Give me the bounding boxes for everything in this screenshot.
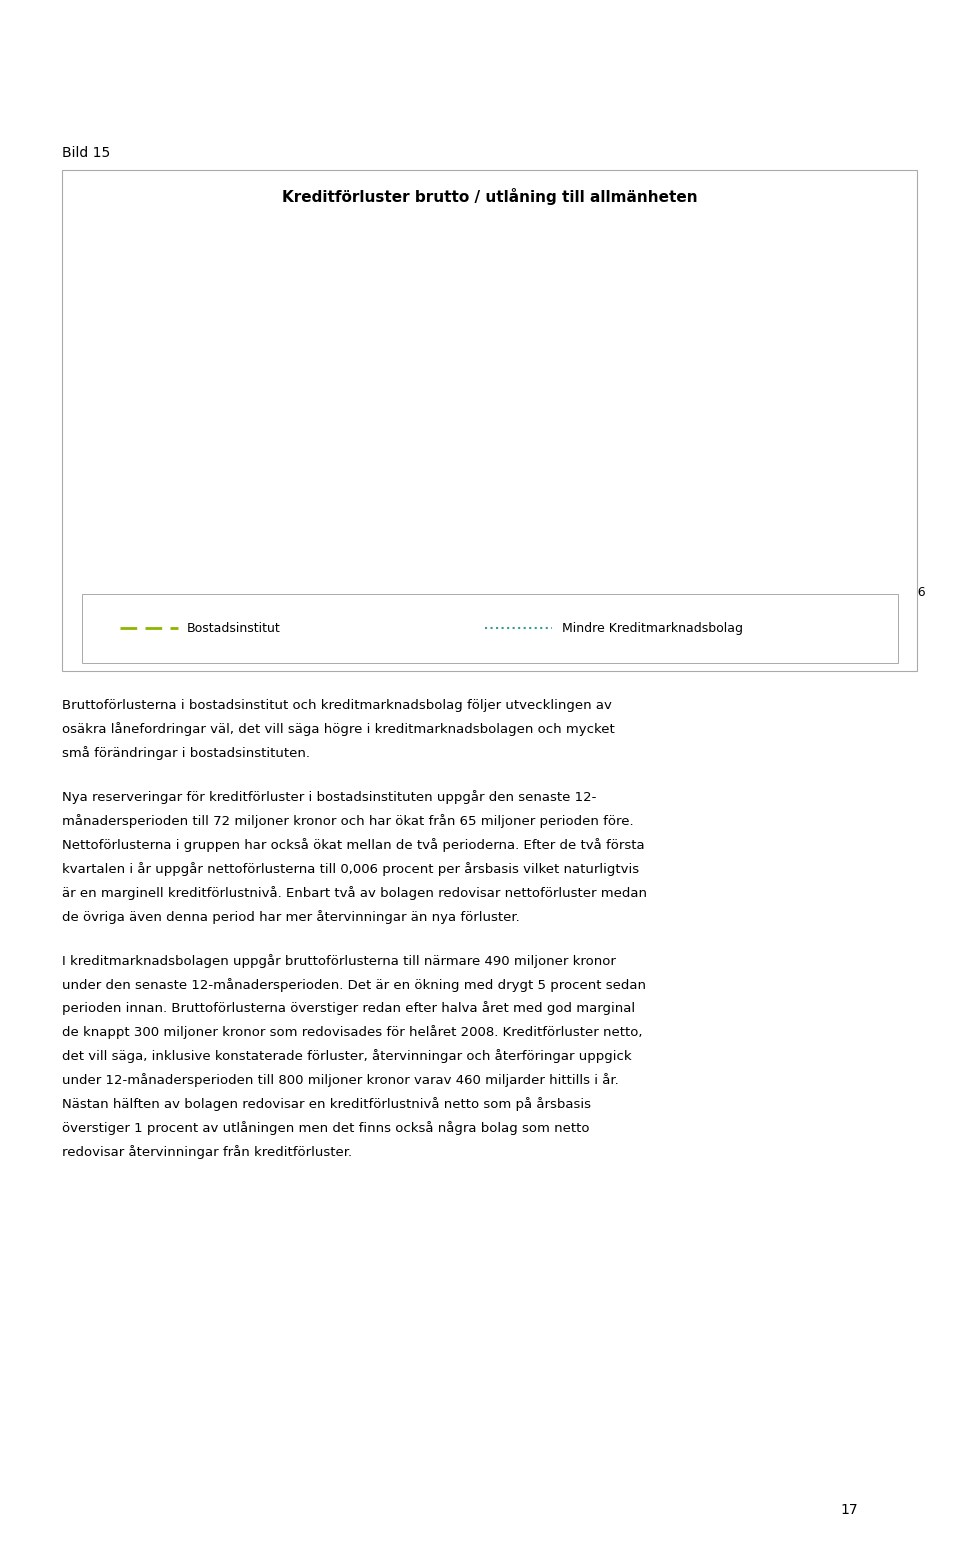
Text: Bruttoförlusterna i bostadsinstitut och kreditmarknadsbolag följer utvecklingen : Bruttoförlusterna i bostadsinstitut och … bbox=[62, 699, 612, 711]
Text: de knappt 300 miljoner kronor som redovisades för helåret 2008. Kreditförluster : de knappt 300 miljoner kronor som redovi… bbox=[62, 1025, 643, 1039]
Text: det vill säga, inklusive konstaterade förluster, återvinningar och återföringar : det vill säga, inklusive konstaterade fö… bbox=[62, 1050, 632, 1064]
Text: de övriga även denna period har mer återvinningar än nya förluster.: de övriga även denna period har mer åter… bbox=[62, 910, 520, 924]
Text: I kreditmarknadsbolagen uppgår bruttoförlusterna till närmare 490 miljoner krono: I kreditmarknadsbolagen uppgår bruttoför… bbox=[62, 953, 616, 968]
Text: perioden innan. Bruttoförlusterna överstiger redan efter halva året med god marg: perioden innan. Bruttoförlusterna överst… bbox=[62, 1002, 636, 1016]
Text: små förändringar i bostadsinstituten.: små förändringar i bostadsinstituten. bbox=[62, 746, 310, 760]
Text: under 12-månadersperioden till 800 miljoner kronor varav 460 miljarder hittills : under 12-månadersperioden till 800 miljo… bbox=[62, 1073, 619, 1087]
Text: Bostadsinstitut: Bostadsinstitut bbox=[187, 621, 281, 635]
Text: Bild 15: Bild 15 bbox=[62, 146, 110, 160]
Text: Nya reserveringar för kreditförluster i bostadsinstituten uppgår den senaste 12-: Nya reserveringar för kreditförluster i … bbox=[62, 790, 597, 805]
Text: kvartalen i år uppgår nettoförlusterna till 0,006 procent per årsbasis vilket na: kvartalen i år uppgår nettoförlusterna t… bbox=[62, 862, 639, 876]
Text: Nästan hälften av bolagen redovisar en kreditförlustnivå netto som på årsbasis: Nästan hälften av bolagen redovisar en k… bbox=[62, 1098, 591, 1112]
Text: Kreditförluster brutto / utlåning till allmänheten: Kreditförluster brutto / utlåning till a… bbox=[282, 188, 697, 205]
Text: osäkra lånefordringar väl, det vill säga högre i kreditmarknadsbolagen och mycke: osäkra lånefordringar väl, det vill säga… bbox=[62, 722, 615, 737]
Text: överstiger 1 procent av utlåningen men det finns också några bolag som netto: överstiger 1 procent av utlåningen men d… bbox=[62, 1121, 589, 1135]
Text: under den senaste 12-månadersperioden. Det är en ökning med drygt 5 procent seda: under den senaste 12-månadersperioden. D… bbox=[62, 978, 646, 992]
Text: redovisar återvinningar från kreditförluster.: redovisar återvinningar från kreditförlu… bbox=[62, 1146, 352, 1160]
Text: Nettoförlusterna i gruppen har också ökat mellan de två perioderna. Efter de två: Nettoförlusterna i gruppen har också öka… bbox=[62, 839, 645, 853]
Text: Mindre Kreditmarknadsbolag: Mindre Kreditmarknadsbolag bbox=[562, 621, 743, 635]
Text: 17: 17 bbox=[841, 1503, 858, 1517]
Text: månadersperioden till 72 miljoner kronor och har ökat från 65 miljoner perioden : månadersperioden till 72 miljoner kronor… bbox=[62, 814, 634, 828]
Text: är en marginell kreditförlustnivå. Enbart två av bolagen redovisar nettoförluste: är en marginell kreditförlustnivå. Enbar… bbox=[62, 885, 647, 901]
